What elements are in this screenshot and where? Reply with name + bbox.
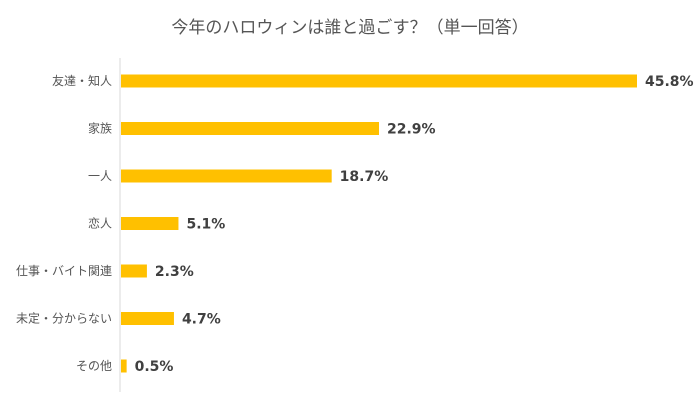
category-label: 友達・知人 [52,74,112,88]
data-label: 18.7% [340,169,389,185]
data-label: 2.3% [155,264,194,280]
category-label: 一人 [88,169,112,183]
data-label: 22.9% [387,122,436,138]
bar [121,169,332,183]
bar [121,74,637,88]
chart-title: 今年のハロウィンは誰と過ごす？（単一回答） [171,18,528,38]
bar [121,264,147,278]
category-label: 家族 [88,121,112,136]
data-label: 45.8% [645,74,694,90]
data-label: 4.7% [182,312,221,328]
bars-group: 友達・知人 45.8% 家族 22.9% 一人 18.7% 恋人 5.1% 仕事・バイト関連 2.… [16,74,694,375]
category-label: 恋人 [88,216,112,231]
data-label: 5.1% [186,217,225,233]
bar [121,312,174,325]
bar [121,359,127,373]
category-label: その他 [76,359,112,373]
bar [121,122,379,135]
category-label: 未定・分からない [16,311,112,326]
bar [121,217,179,230]
data-label: 0.5% [135,359,174,375]
category-label: 仕事・バイト関連 [16,264,112,278]
